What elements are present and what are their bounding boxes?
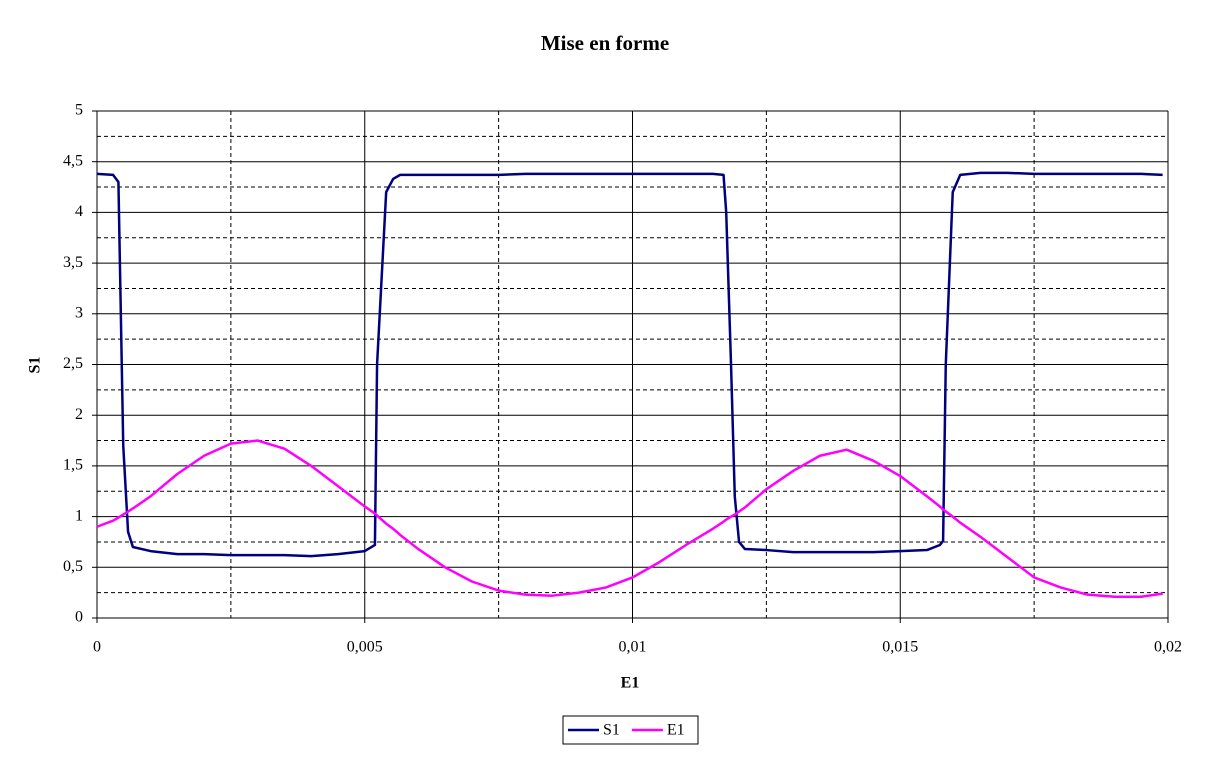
y-tick-label: 2,5 <box>63 355 83 372</box>
series-line <box>96 171 1163 558</box>
x-axis-label: E1 <box>621 675 640 692</box>
legend-label: E1 <box>667 722 685 739</box>
legend-label: S1 <box>603 722 620 739</box>
y-tick-label: 0 <box>75 609 83 626</box>
y-tick-label: 3 <box>75 304 83 321</box>
y-tick-label: 3,5 <box>63 254 83 271</box>
y-tick-label: 5 <box>75 102 83 119</box>
x-tick-label: 0,005 <box>347 639 383 656</box>
y-axis-label: S1 <box>27 357 44 374</box>
y-tick-label: 2 <box>75 406 83 423</box>
y-tick-label: 0,5 <box>63 558 83 575</box>
y-tick-label: 4 <box>75 203 83 220</box>
y-tick-label: 4,5 <box>63 152 83 169</box>
x-tick-label: 0,015 <box>882 639 918 656</box>
x-tick-label: 0 <box>93 639 101 656</box>
y-tick-label: 1 <box>75 507 83 524</box>
chart-title: Mise en forme <box>541 31 669 55</box>
x-tick-label: 0,01 <box>619 639 647 656</box>
x-tick-label: 0,02 <box>1154 639 1182 656</box>
series-line <box>96 439 1163 598</box>
y-tick-label: 1,5 <box>63 457 83 474</box>
